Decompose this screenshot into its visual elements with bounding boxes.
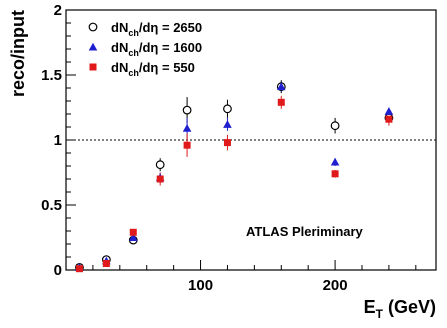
legend-label: dNch/dη = 1600 [111,40,202,58]
data-point [75,265,83,273]
data-point [182,105,192,115]
y-axis-label: reco/input [8,10,28,97]
data-point [330,121,340,131]
y-tick-label: 0 [54,262,62,279]
legend-label-part: /d [139,40,151,55]
x-axis-label-main: E [364,297,376,317]
data-point [128,233,138,241]
data-point [155,160,165,170]
data-point [223,139,231,147]
y-tick-label: 0.5 [41,197,62,214]
data-point [223,120,232,128]
data-point [182,124,192,132]
axis-ticks: 100 200 0 0.5 1 1.5 2 [41,2,417,294]
legend-label-part: /d [139,20,151,35]
x-axis-label: ET (GeV) [364,297,436,321]
data-point [183,141,191,149]
y-tick-label: 1 [54,132,62,149]
legend-label-part: ch [128,68,139,78]
legend-label-part: ch [128,28,139,38]
legend-label-part: dN [111,20,128,35]
legend-label-part: ch [128,48,139,58]
legend-label-part: η [150,60,158,75]
legend-label-part: = 550 [158,60,195,75]
legend-label-part: η [150,40,158,55]
legend-label: dNch/dη = 550 [111,60,195,78]
data-point [276,82,286,91]
legend-marker [88,22,98,32]
x-tick-label: 200 [323,277,348,294]
legend-label: dNch/dη = 2650 [111,20,202,38]
x-axis-label-sub: T [376,307,384,321]
legend-label-part: /d [139,60,151,75]
x-axis-label-unit: (GeV) [383,297,436,317]
data-point [277,98,285,106]
data-marks [75,80,394,273]
data-point [156,175,164,183]
data-point [129,228,137,236]
data-point [102,260,110,267]
data-point [223,104,232,114]
legend-label-part: = 2650 [158,20,202,35]
y-tick-label: 2 [54,2,62,19]
legend-label-part: dN [111,60,128,75]
legend-marker [88,42,98,51]
data-point [385,115,393,123]
annotation-text: ATLAS Pleriminary [246,224,364,239]
legend-marker [89,63,97,71]
data-point [331,170,339,178]
y-tick-label: 1.5 [41,67,62,84]
data-point [330,157,340,166]
data-point [384,107,394,115]
legend-label-part: dN [111,40,128,55]
legend-label-part: = 1600 [158,40,202,55]
legend-label-part: η [150,20,158,35]
x-tick-label: 100 [188,277,213,294]
